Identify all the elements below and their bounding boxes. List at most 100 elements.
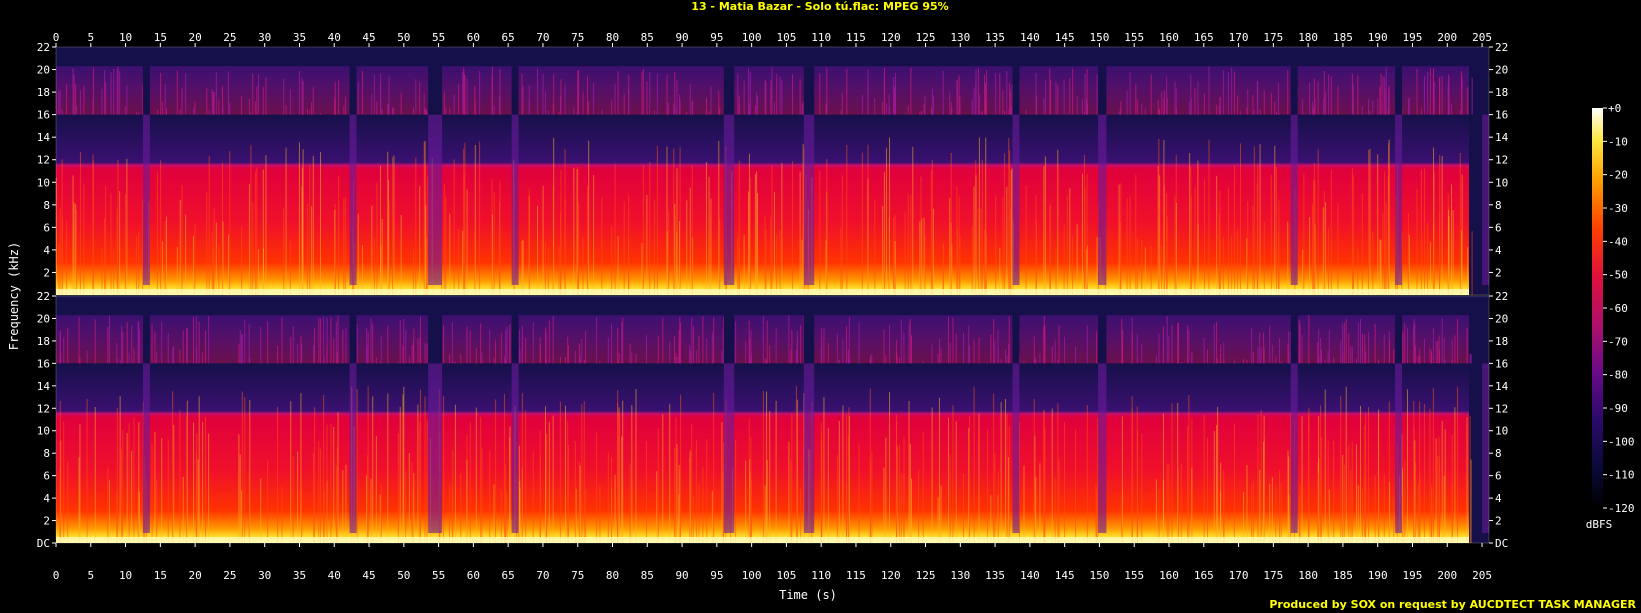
x-tick-label: 190 <box>1368 31 1388 44</box>
x-tick-label: 135 <box>985 569 1005 582</box>
spectrogram-hf-band <box>56 315 1469 364</box>
x-tick-label: 195 <box>1403 569 1423 582</box>
x-tick-label: 115 <box>846 31 866 44</box>
bass-floor <box>56 289 1469 295</box>
y-tick-label: 14 <box>1495 131 1509 144</box>
y-tick-label: 8 <box>1495 447 1502 460</box>
silence-gap <box>1290 363 1298 533</box>
y-tick-label: 22 <box>1495 290 1508 303</box>
x-tick-label: 165 <box>1194 569 1214 582</box>
x-tick-label: 25 <box>223 31 236 44</box>
y-tick-label: DC <box>37 537 50 550</box>
y-tick-label: 4 <box>43 492 50 505</box>
x-tick-label: 120 <box>881 31 901 44</box>
x-tick-label: 20 <box>189 31 202 44</box>
x-tick-label: 25 <box>223 569 236 582</box>
x-tick-label: 175 <box>1263 31 1283 44</box>
x-tick-label: 205 <box>1472 569 1492 582</box>
y-tick-label: 12 <box>1495 402 1508 415</box>
y-tick-label: 16 <box>1495 109 1508 122</box>
silence-gap-hf <box>1290 315 1298 364</box>
silence-gap-hf <box>349 66 357 115</box>
x-tick-label: 0 <box>53 569 60 582</box>
silence-gap-hf <box>511 66 519 115</box>
x-tick-label: 100 <box>742 31 762 44</box>
y-tick-label: 18 <box>1495 335 1508 348</box>
spectrogram-energy <box>56 363 1469 543</box>
colorbar-tick-label: -60 <box>1608 302 1628 315</box>
x-tick-label: 195 <box>1403 31 1423 44</box>
y-tick-label: 6 <box>43 470 50 483</box>
y-tick-label: 16 <box>37 357 50 370</box>
y-axis-left: 2 4 6 8 10 12 14 16 18 20 22 DC 2 4 6 8 10 12 14 16 18 20 22 <box>37 41 56 550</box>
y-tick-label: 18 <box>37 86 50 99</box>
y-tick-label: 8 <box>43 447 50 460</box>
x-tick-label: 60 <box>467 569 480 582</box>
x-tick-label: 140 <box>1020 31 1040 44</box>
x-tick-label: 0 <box>53 31 60 44</box>
colorbar-tick-label: -120 <box>1608 502 1635 515</box>
x-tick-label: 150 <box>1090 31 1110 44</box>
silence-gap <box>1098 114 1107 286</box>
credit-text: Produced by SOX on request by AUCDTECT T… <box>1269 598 1636 611</box>
y-tick-label: 16 <box>37 109 50 122</box>
x-tick-label: 50 <box>397 31 410 44</box>
x-tick-label: 120 <box>881 569 901 582</box>
silence-gap <box>1482 363 1489 533</box>
y-tick-label: 2 <box>1495 266 1502 279</box>
x-tick-label: 5 <box>87 31 94 44</box>
y-tick-label: 14 <box>37 380 51 393</box>
y-tick-label: 12 <box>37 154 50 167</box>
x-tick-label: 100 <box>742 569 762 582</box>
x-tick-label: 60 <box>467 31 480 44</box>
silence-gap <box>723 363 735 533</box>
x-tick-label: 30 <box>258 569 271 582</box>
y-tick-label: 22 <box>1495 41 1508 54</box>
x-tick-label: 180 <box>1298 31 1318 44</box>
y-tick-label: 14 <box>37 131 51 144</box>
spectrogram-hf-band <box>56 66 1469 115</box>
y-tick-label: 6 <box>1495 470 1502 483</box>
x-tick-label: 130 <box>950 31 970 44</box>
silence-gap-hf <box>723 315 735 364</box>
silence-gap-hf <box>142 66 150 115</box>
silence-gap-hf <box>142 315 150 364</box>
y-axis-right: 2 4 6 8 10 12 14 16 18 20 22 DC 2 4 6 8 10 12 14 16 18 20 22 <box>1489 41 1509 550</box>
silence-gap-hf <box>428 315 443 364</box>
x-tick-label: 170 <box>1229 569 1249 582</box>
y-tick-label: 4 <box>1495 244 1502 257</box>
silence-gap <box>1012 114 1020 286</box>
x-tick-label: 10 <box>119 569 132 582</box>
silence-gap-hf <box>803 315 815 364</box>
chart-title: 13 - Matia Bazar - Solo tú.flac: MPEG 95… <box>691 0 948 13</box>
x-tick-label: 80 <box>606 569 619 582</box>
x-tick-label: 95 <box>710 569 723 582</box>
x-tick-label: 140 <box>1020 569 1040 582</box>
silence-gap-hf <box>1290 66 1298 115</box>
x-tick-label: 105 <box>776 31 796 44</box>
x-tick-label: 110 <box>811 569 831 582</box>
silence-gap-hf <box>1482 315 1489 364</box>
silence-gap-hf <box>803 66 815 115</box>
silence-gap-hf <box>723 66 735 115</box>
x-tick-label: 180 <box>1298 569 1318 582</box>
x-tick-label: 125 <box>916 569 936 582</box>
silence-gap-hf <box>1012 66 1020 115</box>
x-tick-label: 160 <box>1159 569 1179 582</box>
x-tick-label: 50 <box>397 569 410 582</box>
x-tick-label: 40 <box>328 31 341 44</box>
x-tick-label: 70 <box>536 569 549 582</box>
colorbar-tick-label: -90 <box>1608 402 1628 415</box>
y-tick-label: 2 <box>43 266 50 279</box>
x-tick-label: 190 <box>1368 569 1388 582</box>
colorbar-tick-label: -40 <box>1608 235 1628 248</box>
silence-gap-hf <box>1482 66 1489 115</box>
y-tick-label: 6 <box>43 221 50 234</box>
x-tick-label: 175 <box>1263 569 1283 582</box>
x-tick-label: 15 <box>154 31 167 44</box>
x-tick-label: 45 <box>362 31 375 44</box>
silence-gap <box>349 114 357 286</box>
silence-gap <box>1395 363 1403 533</box>
y-tick-label: DC <box>1495 537 1508 550</box>
